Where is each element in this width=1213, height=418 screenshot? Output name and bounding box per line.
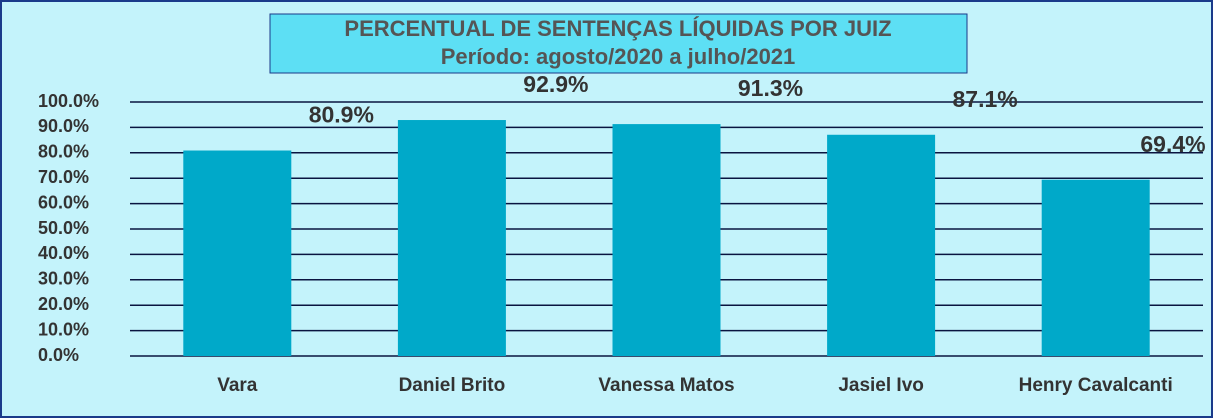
data-label: 92.9% — [523, 71, 588, 97]
x-tick-label: Henry Cavalcanti — [1019, 375, 1173, 396]
data-label: 91.3% — [738, 75, 803, 101]
y-tick-label: 90.0% — [38, 116, 89, 136]
chart-title: PERCENTUAL DE SENTENÇAS LÍQUIDAS POR JUI… — [344, 16, 891, 41]
bar — [1041, 179, 1150, 356]
y-tick-label: 50.0% — [38, 218, 89, 238]
y-tick-label: 30.0% — [38, 269, 89, 289]
y-tick-label: 100.0% — [38, 91, 99, 111]
x-tick-label: Daniel Brito — [399, 375, 506, 396]
y-tick-label: 80.0% — [38, 142, 89, 162]
y-tick-label: 0.0% — [38, 345, 79, 365]
y-tick-label: 40.0% — [38, 243, 89, 263]
y-tick-label: 10.0% — [38, 319, 89, 339]
bar — [397, 120, 506, 356]
title-box — [269, 13, 968, 74]
y-tick-label: 60.0% — [38, 192, 89, 212]
x-tick-label: Vanessa Matos — [598, 375, 734, 396]
data-label: 87.1% — [952, 86, 1017, 112]
data-label: 80.9% — [309, 102, 374, 128]
x-tick-label: Jasiel Ivo — [838, 375, 924, 396]
bar — [827, 134, 936, 356]
y-tick-label: 20.0% — [38, 294, 89, 314]
bar — [612, 124, 721, 357]
y-tick-label: 70.0% — [38, 167, 89, 187]
x-tick-label: Vara — [217, 375, 258, 396]
data-label: 69.4% — [1140, 131, 1205, 157]
bar — [183, 150, 292, 356]
chart-subtitle: Período: agosto/2020 a julho/2021 — [441, 44, 796, 69]
